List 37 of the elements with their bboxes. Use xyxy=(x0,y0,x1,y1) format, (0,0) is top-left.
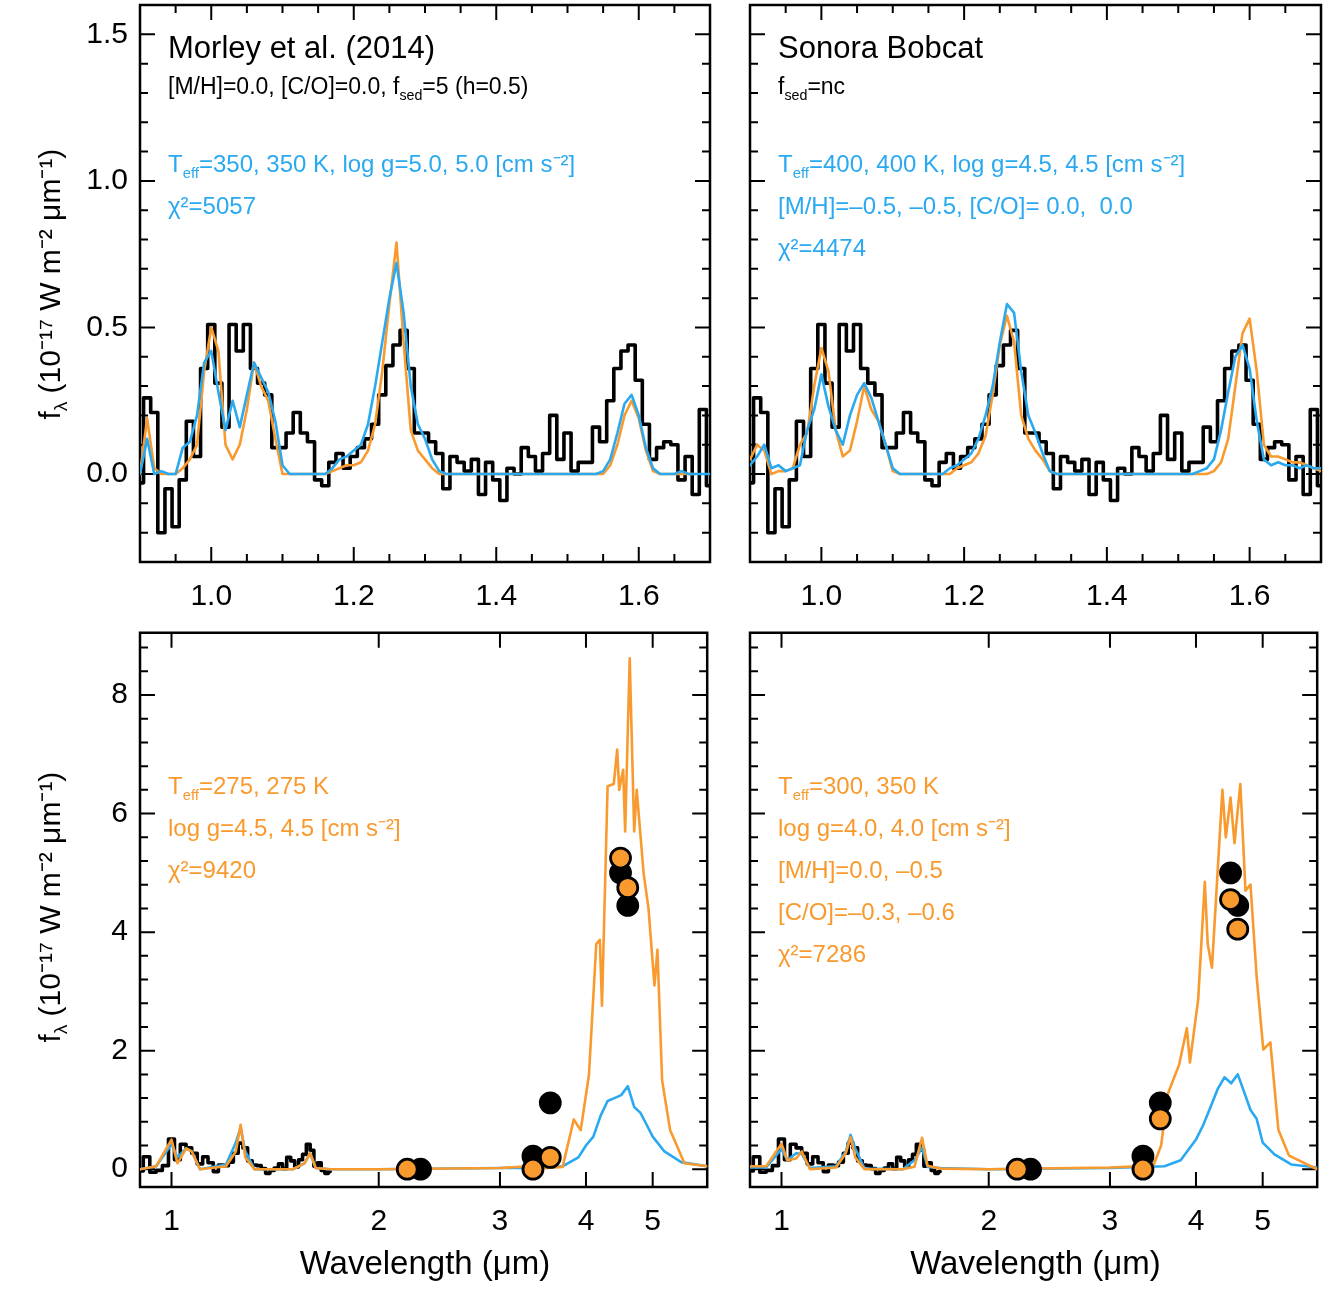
text: T$_{eff}$=300, 350 K log g=4.0, 4.0 [cm s⁻²] [M/H]=0.0, –0.5 [C/O]=–0.3, –0.6 χ²=7286 xyxy=(778,771,1011,969)
x-tick-label: 4 xyxy=(577,1203,595,1237)
text: Morley et al. (2014) xyxy=(168,30,436,66)
text: f$_{sed}$=nc xyxy=(778,72,846,103)
x-tick-label: 1 xyxy=(163,1203,180,1237)
text: T$_{eff}$=275, 275 K log g=4.5, 4.5 [cm s⁻²] χ²=9420 xyxy=(168,771,401,885)
x-tick-label: 3 xyxy=(491,1203,509,1237)
x-tick-label: 1 xyxy=(773,1203,790,1237)
x-tick-label: 5 xyxy=(1254,1203,1272,1237)
x-tick-label: 1.4 xyxy=(1086,578,1128,612)
y-tick-label: 4 xyxy=(111,913,128,947)
y-tick-label: 0.5 xyxy=(86,308,128,342)
x-tick-label: 1.6 xyxy=(1228,578,1271,612)
y-tick-label: 0 xyxy=(111,1150,128,1184)
text: T$_{eff}$=400, 400 K, log g=4.5, 4.5 [cm s⁻²] [M/H]=–0.5, –0.5, [C/O]= 0.0, 0.0 χ²=4474 xyxy=(778,149,1186,263)
x-tick-label: 1.0 xyxy=(190,578,233,612)
y-tick-label: 8 xyxy=(111,676,128,710)
text: Sonora Bobcat xyxy=(778,30,984,66)
x-tick-label: 1.4 xyxy=(475,578,518,612)
y-tick-label: 2 xyxy=(111,1031,128,1065)
text: T$_{eff}$=350, 350 K, log g=5.0, 5.0 [cm s⁻²] χ²=5057 xyxy=(168,149,576,221)
x-axis-title: Wavelength (μm) xyxy=(910,1244,1161,1282)
x-axis-title: Wavelength (μm) xyxy=(299,1244,551,1282)
text: [M/H]=0.0, [C/O]=0.0, f$_{sed}$=5 (h=0.5) xyxy=(168,72,529,103)
x-tick-label: 4 xyxy=(1187,1203,1205,1237)
x-tick-label: 2 xyxy=(370,1203,388,1237)
x-tick-label: 1.2 xyxy=(943,578,985,612)
x-tick-label: 2 xyxy=(980,1203,998,1237)
x-tick-label: 5 xyxy=(644,1203,662,1237)
y-tick-label: 0.0 xyxy=(86,455,128,489)
y-tick-label: 1.5 xyxy=(86,15,128,49)
y-tick-label: 1.0 xyxy=(86,162,128,196)
x-tick-label: 3 xyxy=(1101,1203,1119,1237)
y-tick-label: 6 xyxy=(111,794,128,828)
x-tick-label: 1.6 xyxy=(617,578,660,612)
x-tick-label: 1.0 xyxy=(800,578,843,612)
x-tick-label: 1.2 xyxy=(332,578,375,612)
